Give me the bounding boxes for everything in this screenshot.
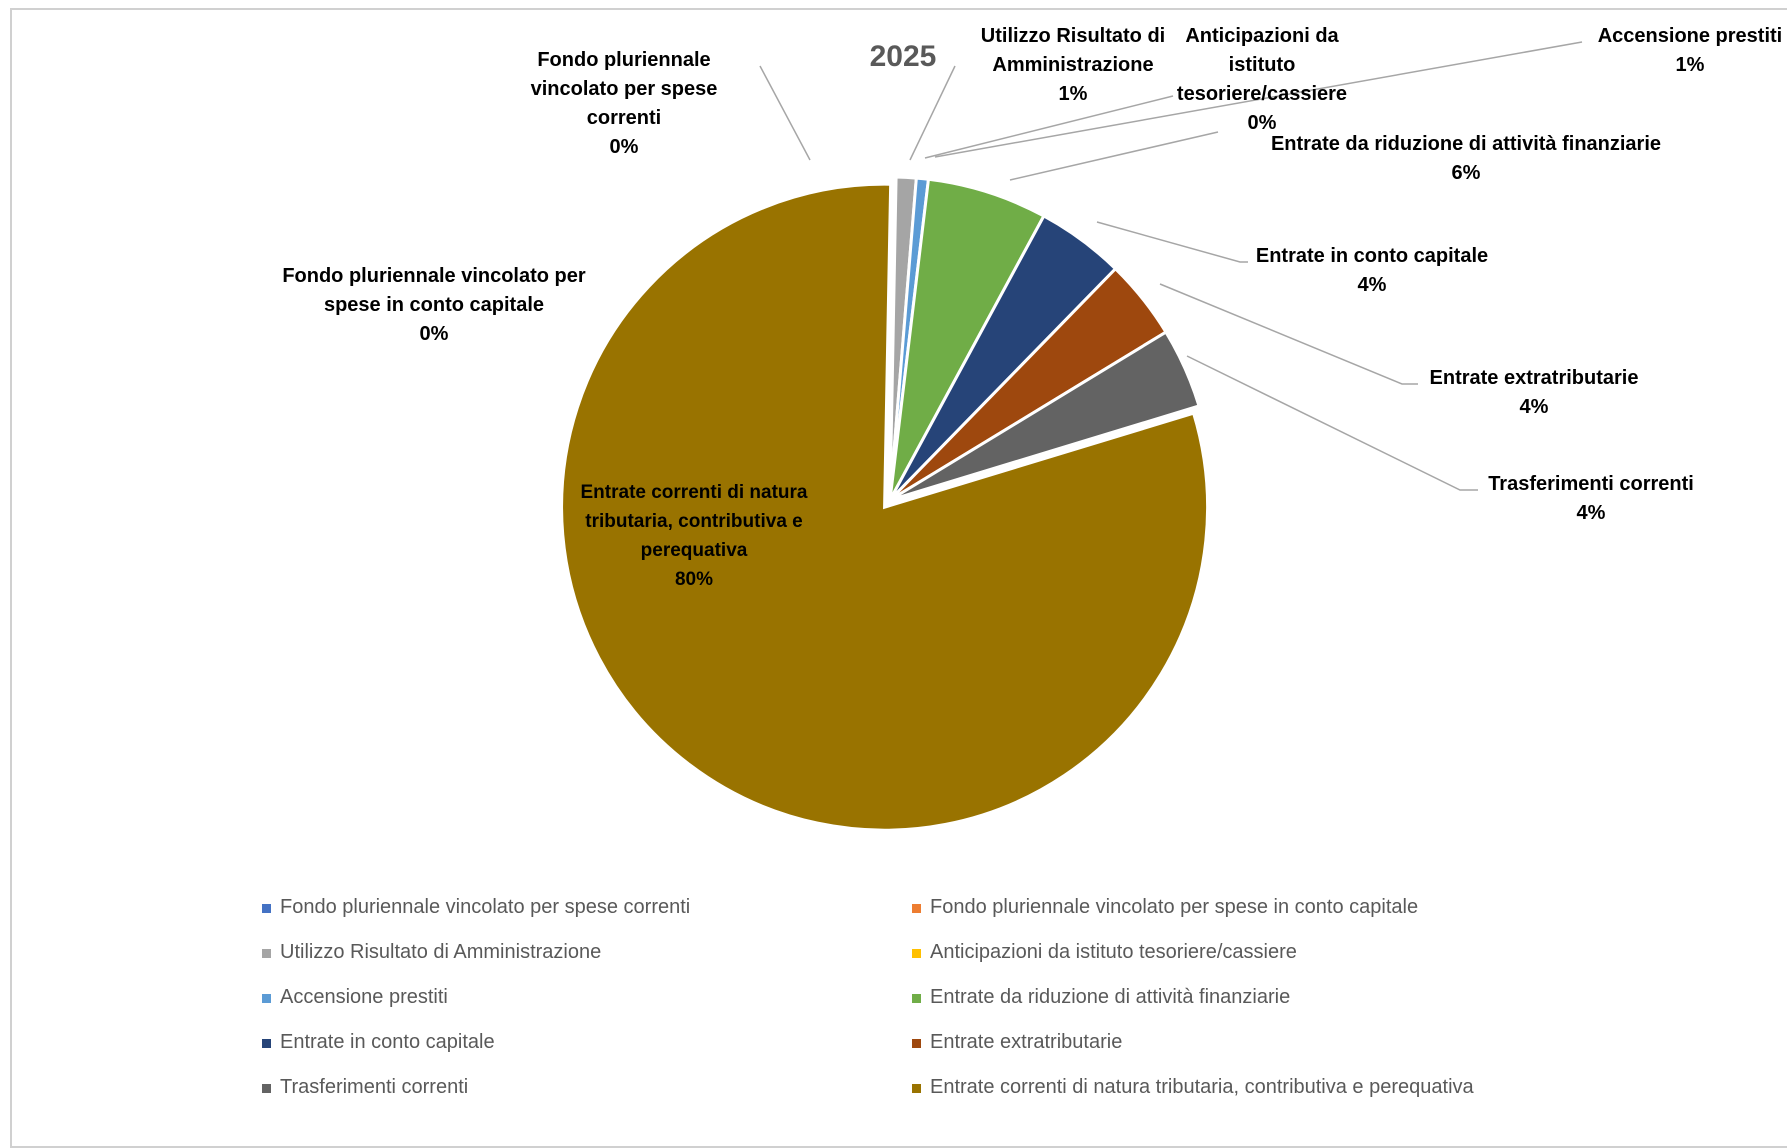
leader-line-anticipazioni-da-istituto-tesoriere-cassiere — [924, 95, 1174, 159]
leader-line-entrate-da-riduzione-di-attivit-finanziarie — [1009, 131, 1219, 181]
legend-item-entrate-da-riduzione-di-attivit-finanziarie: Entrate da riduzione di attività finanzi… — [912, 986, 1290, 1008]
legend-label: Entrate in conto capitale — [280, 1031, 495, 1053]
legend-item-accensione-prestiti: Accensione prestiti — [262, 986, 448, 1008]
legend-item-fondo-pluriennale-vincolato-per-spese-in-conto-capitale: Fondo pluriennale vincolato per spese in… — [912, 896, 1418, 918]
legend-item-trasferimenti-correnti: Trasferimenti correnti — [262, 1076, 468, 1098]
legend-label: Trasferimenti correnti — [280, 1076, 468, 1098]
legend-swatch — [262, 1039, 271, 1048]
legend-swatch — [262, 994, 271, 1003]
legend-swatch — [912, 949, 921, 958]
pie-slices — [560, 175, 1210, 832]
data-label-fondo-pluriennale-vincolato-per-spese-correnti: Fondo pluriennale vincolato per spese corr… — [531, 49, 718, 158]
pie-slice-trasferimenti-correnti — [889, 330, 1201, 502]
data-label-utilizzo-risultato-di-amministrazione: Utilizzo Risultato di Amministrazione 1% — [981, 25, 1165, 105]
legend-label: Utilizzo Risultato di Amministrazione — [280, 941, 601, 963]
leader-line-entrate-in-conto-capitale — [1096, 221, 1248, 263]
legend-label: Entrate da riduzione di attività finanzi… — [930, 986, 1290, 1008]
legend-label: Fondo pluriennale vincolato per spese in… — [930, 896, 1418, 918]
chart-title: 2025 — [870, 40, 937, 73]
legend-swatch — [262, 949, 271, 958]
legend-swatch — [262, 1084, 271, 1093]
legend-item-entrate-in-conto-capitale: Entrate in conto capitale — [262, 1031, 495, 1053]
data-label-anticipazioni-da-istituto-tesoriere-cassiere: Anticipazioni da istituto tesoriere/cassie… — [1177, 25, 1347, 134]
pie-slice-entrate-correnti-di-natura-tributaria-contributiva-e-perequativa — [560, 182, 1210, 832]
data-label-entrate-da-riduzione-di-attivit-finanziarie: Entrate da riduzione di attività finanzi… — [1271, 133, 1661, 184]
legend-item-utilizzo-risultato-di-amministrazione: Utilizzo Risultato di Amministrazione — [262, 941, 601, 963]
legend-label: Fondo pluriennale vincolato per spese co… — [280, 896, 690, 918]
leader-line-fondo-pluriennale-vincolato-per-spese-correnti — [759, 65, 811, 161]
data-label-accensione-prestiti: Accensione prestiti 1% — [1598, 25, 1783, 76]
legend-label: Entrate extratributarie — [930, 1031, 1122, 1053]
legend-swatch — [912, 904, 921, 913]
leader-line-entrate-extratributarie — [1159, 283, 1418, 385]
leader-lines — [759, 41, 1583, 491]
legend-label: Anticipazioni da istituto tesoriere/cass… — [930, 941, 1297, 963]
leader-line-utilizzo-risultato-di-amministrazione — [909, 65, 956, 161]
legend: Fondo pluriennale vincolato per spese co… — [262, 896, 1475, 1098]
legend-label: Entrate correnti di natura tributaria, c… — [930, 1076, 1475, 1098]
data-labels: Fondo pluriennale vincolato per spese corr… — [282, 25, 1782, 590]
data-label-entrate-in-conto-capitale: Entrate in conto capitale 4% — [1256, 245, 1488, 296]
pie-slice-entrate-da-riduzione-di-attivit-finanziarie — [888, 177, 1046, 501]
data-label-trasferimenti-correnti: Trasferimenti correnti 4% — [1488, 473, 1694, 524]
legend-swatch — [262, 904, 271, 913]
data-label-entrate-correnti-di-natura-tributaria-contributiva-e-perequativa: Entrate correnti di natura tributaria, co… — [581, 482, 808, 590]
legend-swatch — [912, 994, 921, 1003]
leader-line-trasferimenti-correnti — [1186, 355, 1478, 491]
legend-swatch — [912, 1084, 921, 1093]
legend-item-fondo-pluriennale-vincolato-per-spese-correnti: Fondo pluriennale vincolato per spese co… — [262, 896, 690, 918]
pie-chart: 2025 Fondo pluriennale vincolato per spes… — [262, 25, 1782, 1098]
legend-item-entrate-extratributarie: Entrate extratributarie — [912, 1031, 1122, 1053]
leader-line-accensione-prestiti — [934, 41, 1583, 158]
legend-swatch — [912, 1039, 921, 1048]
legend-item-anticipazioni-da-istituto-tesoriere-cassiere: Anticipazioni da istituto tesoriere/cass… — [912, 941, 1297, 963]
legend-item-entrate-correnti-di-natura-tributaria-contributiva-e-perequativa: Entrate correnti di natura tributaria, c… — [912, 1076, 1475, 1098]
data-label-entrate-extratributarie: Entrate extratributarie 4% — [1430, 367, 1639, 418]
legend-label: Accensione prestiti — [280, 986, 448, 1008]
data-label-fondo-pluriennale-vincolato-per-spese-in-conto-capitale: Fondo pluriennale vincolato per spese in … — [282, 265, 586, 345]
